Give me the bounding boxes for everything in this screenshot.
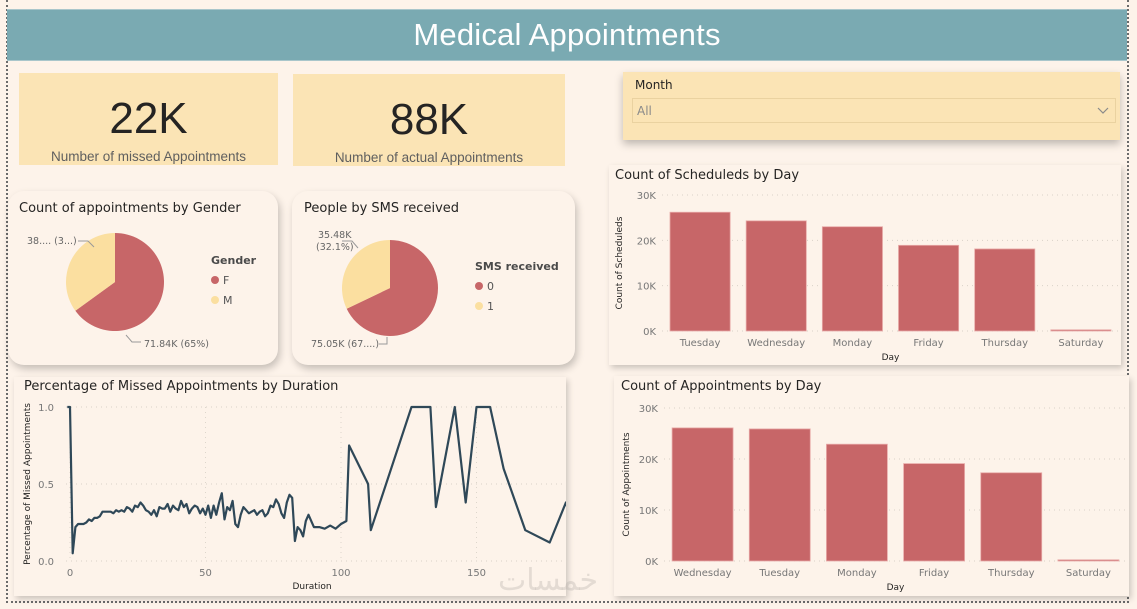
missed-line-chart: 0.0 0.5 1.0 0 50 100 150 Duration Percentage of … (23, 403, 566, 592)
y-tick-label: 10K (637, 282, 657, 293)
data-label-1-percent: (32.1%) (316, 242, 354, 253)
bar-thursday (980, 472, 1043, 562)
bar-thursday (974, 248, 1036, 332)
y-tick-label: 0K (645, 557, 658, 568)
legend-marker-0 (475, 282, 483, 290)
y-tick-label: 0K (643, 327, 656, 338)
y-tick-label: 30K (639, 404, 659, 415)
y-axis-title: Count of Appointments (622, 432, 632, 536)
leader-line (78, 240, 95, 248)
kpi-label: Number of actual Appointments (334, 150, 524, 165)
chart-title: Count of Scheduleds by Day (615, 168, 800, 183)
data-label-1-value: 35.48K (318, 230, 352, 241)
x-tick-label: 100 (331, 568, 350, 579)
legend-label-M: M (223, 294, 233, 307)
bar-wednesday (671, 427, 734, 562)
pie-slice-0 (346, 240, 438, 336)
legend-marker-1 (475, 302, 483, 310)
leader-line (125, 334, 141, 343)
kpi-value: 88K (389, 95, 469, 144)
pie-slice-M (66, 233, 115, 311)
y-tick-label: 10K (639, 506, 659, 517)
legend-title: SMS received (475, 260, 559, 273)
month-dropdown[interactable]: All (632, 98, 1116, 123)
scheduled-bar-chart: 0K 10K 20K 30K Tuesday Wednesday Monday Friday T… (615, 191, 1119, 363)
chevron-down-icon (1097, 107, 1109, 114)
legend-marker-F (211, 276, 219, 284)
x-tick-label: Tuesday (758, 568, 800, 579)
slicer-label: Month (635, 78, 673, 92)
y-axis-title: Percentage of Missed Appointments (23, 403, 33, 565)
kpi-card-missed: 22K Number of missed Appointments (19, 73, 278, 165)
x-tick-label: 150 (467, 568, 486, 579)
kpi-card-actual: 88K Number of actual Appointments (293, 74, 565, 166)
x-tick-label: 50 (199, 568, 212, 579)
x-tick-label: Wednesday (674, 568, 732, 579)
y-tick-label: 0.0 (38, 557, 54, 568)
chart-title: Percentage of Missed Appointments by Dur… (24, 379, 339, 394)
data-label-M: 38.... (3...) (27, 236, 77, 247)
chart-title: People by SMS received (304, 201, 460, 216)
appointments-bar-chart: 0K 10K 20K 30K Wednesday Tuesday Monday Friday T… (622, 404, 1127, 593)
leader-line (379, 337, 388, 345)
x-axis-title: Day (887, 583, 905, 593)
x-tick-label: Thursday (981, 338, 1029, 349)
bar-monday (821, 226, 883, 332)
x-tick-label: Friday (919, 568, 949, 579)
x-axis-title: Day (882, 353, 900, 363)
watermark: خمسات (498, 563, 599, 598)
gender-pie-card: Count of appointments by Gender Gender F M… (8, 191, 278, 365)
legend-label-F: F (223, 274, 229, 287)
y-tick-label: 20K (637, 236, 657, 247)
kpi-value: 22K (109, 94, 188, 143)
y-tick-label: 20K (639, 455, 659, 466)
x-tick-label: Tuesday (679, 338, 721, 349)
x-tick-label: 0 (67, 568, 73, 579)
month-slicer: Month All (623, 72, 1120, 140)
bar-tuesday (748, 428, 811, 562)
kpi-label: Number of missed Appointments (50, 149, 247, 164)
x-tick-label: Saturday (1058, 338, 1103, 349)
pie-slice-F (75, 233, 165, 331)
y-tick-label: 0.5 (38, 480, 54, 491)
legend-title: Gender (211, 254, 257, 267)
bar-friday (898, 244, 960, 332)
gender-pie-chart: Gender FM 38.... (3...) 71.84K (65%) (27, 233, 257, 350)
x-tick-label: Wednesday (747, 338, 805, 349)
bar-saturday (1057, 559, 1120, 562)
x-tick-label: Friday (913, 338, 943, 349)
sms-pie-card: People by SMS received SMS received 0 1 35.… (292, 191, 575, 365)
chart-title: Count of Appointments by Day (621, 379, 822, 394)
data-label-F: 71.84K (65%) (144, 339, 209, 350)
appointments-by-day-card: Count of Appointments by Day 0K 10K 20K 30K… (614, 376, 1129, 596)
pie-slice-1 (342, 240, 390, 309)
bar-wednesday (745, 220, 807, 332)
y-axis-title: Count of Scheduleds (615, 216, 625, 309)
x-axis-title: Duration (292, 582, 331, 592)
report-canvas (6, 0, 1129, 603)
y-tick-label: 1.0 (38, 403, 54, 414)
missed-percentage-line (67, 405, 566, 555)
data-label-0: 75.05K (67....) (311, 339, 379, 350)
x-tick-label: Monday (833, 338, 873, 349)
bar-friday (903, 463, 965, 562)
page-title: Medical Appointments (413, 17, 721, 52)
bar-saturday (1050, 329, 1112, 332)
legend-marker-M (211, 296, 219, 304)
scheduled-by-day-card: Count of Scheduleds by Day 0K 10K 20K 30K Tu… (609, 165, 1121, 365)
sms-pie-chart: SMS received 0 1 35.48K(32.1%) 75.05K (67...… (311, 230, 559, 350)
x-tick-label: Monday (837, 568, 877, 579)
bar-tuesday (669, 211, 731, 332)
legend-label-1: 1 (487, 300, 494, 313)
x-tick-label: Saturday (1066, 568, 1111, 579)
x-tick-label: Thursday (987, 568, 1035, 579)
missed-by-duration-card: Percentage of Missed Appointments by Dur… (14, 377, 566, 596)
bar-monday (826, 443, 888, 562)
leader-line (342, 240, 359, 249)
chart-title: Count of appointments by Gender (19, 201, 241, 216)
dropdown-value: All (637, 103, 652, 118)
title-banner: Medical Appointments (7, 9, 1127, 61)
legend-label-0: 0 (487, 280, 494, 293)
y-tick-label: 30K (637, 191, 657, 202)
